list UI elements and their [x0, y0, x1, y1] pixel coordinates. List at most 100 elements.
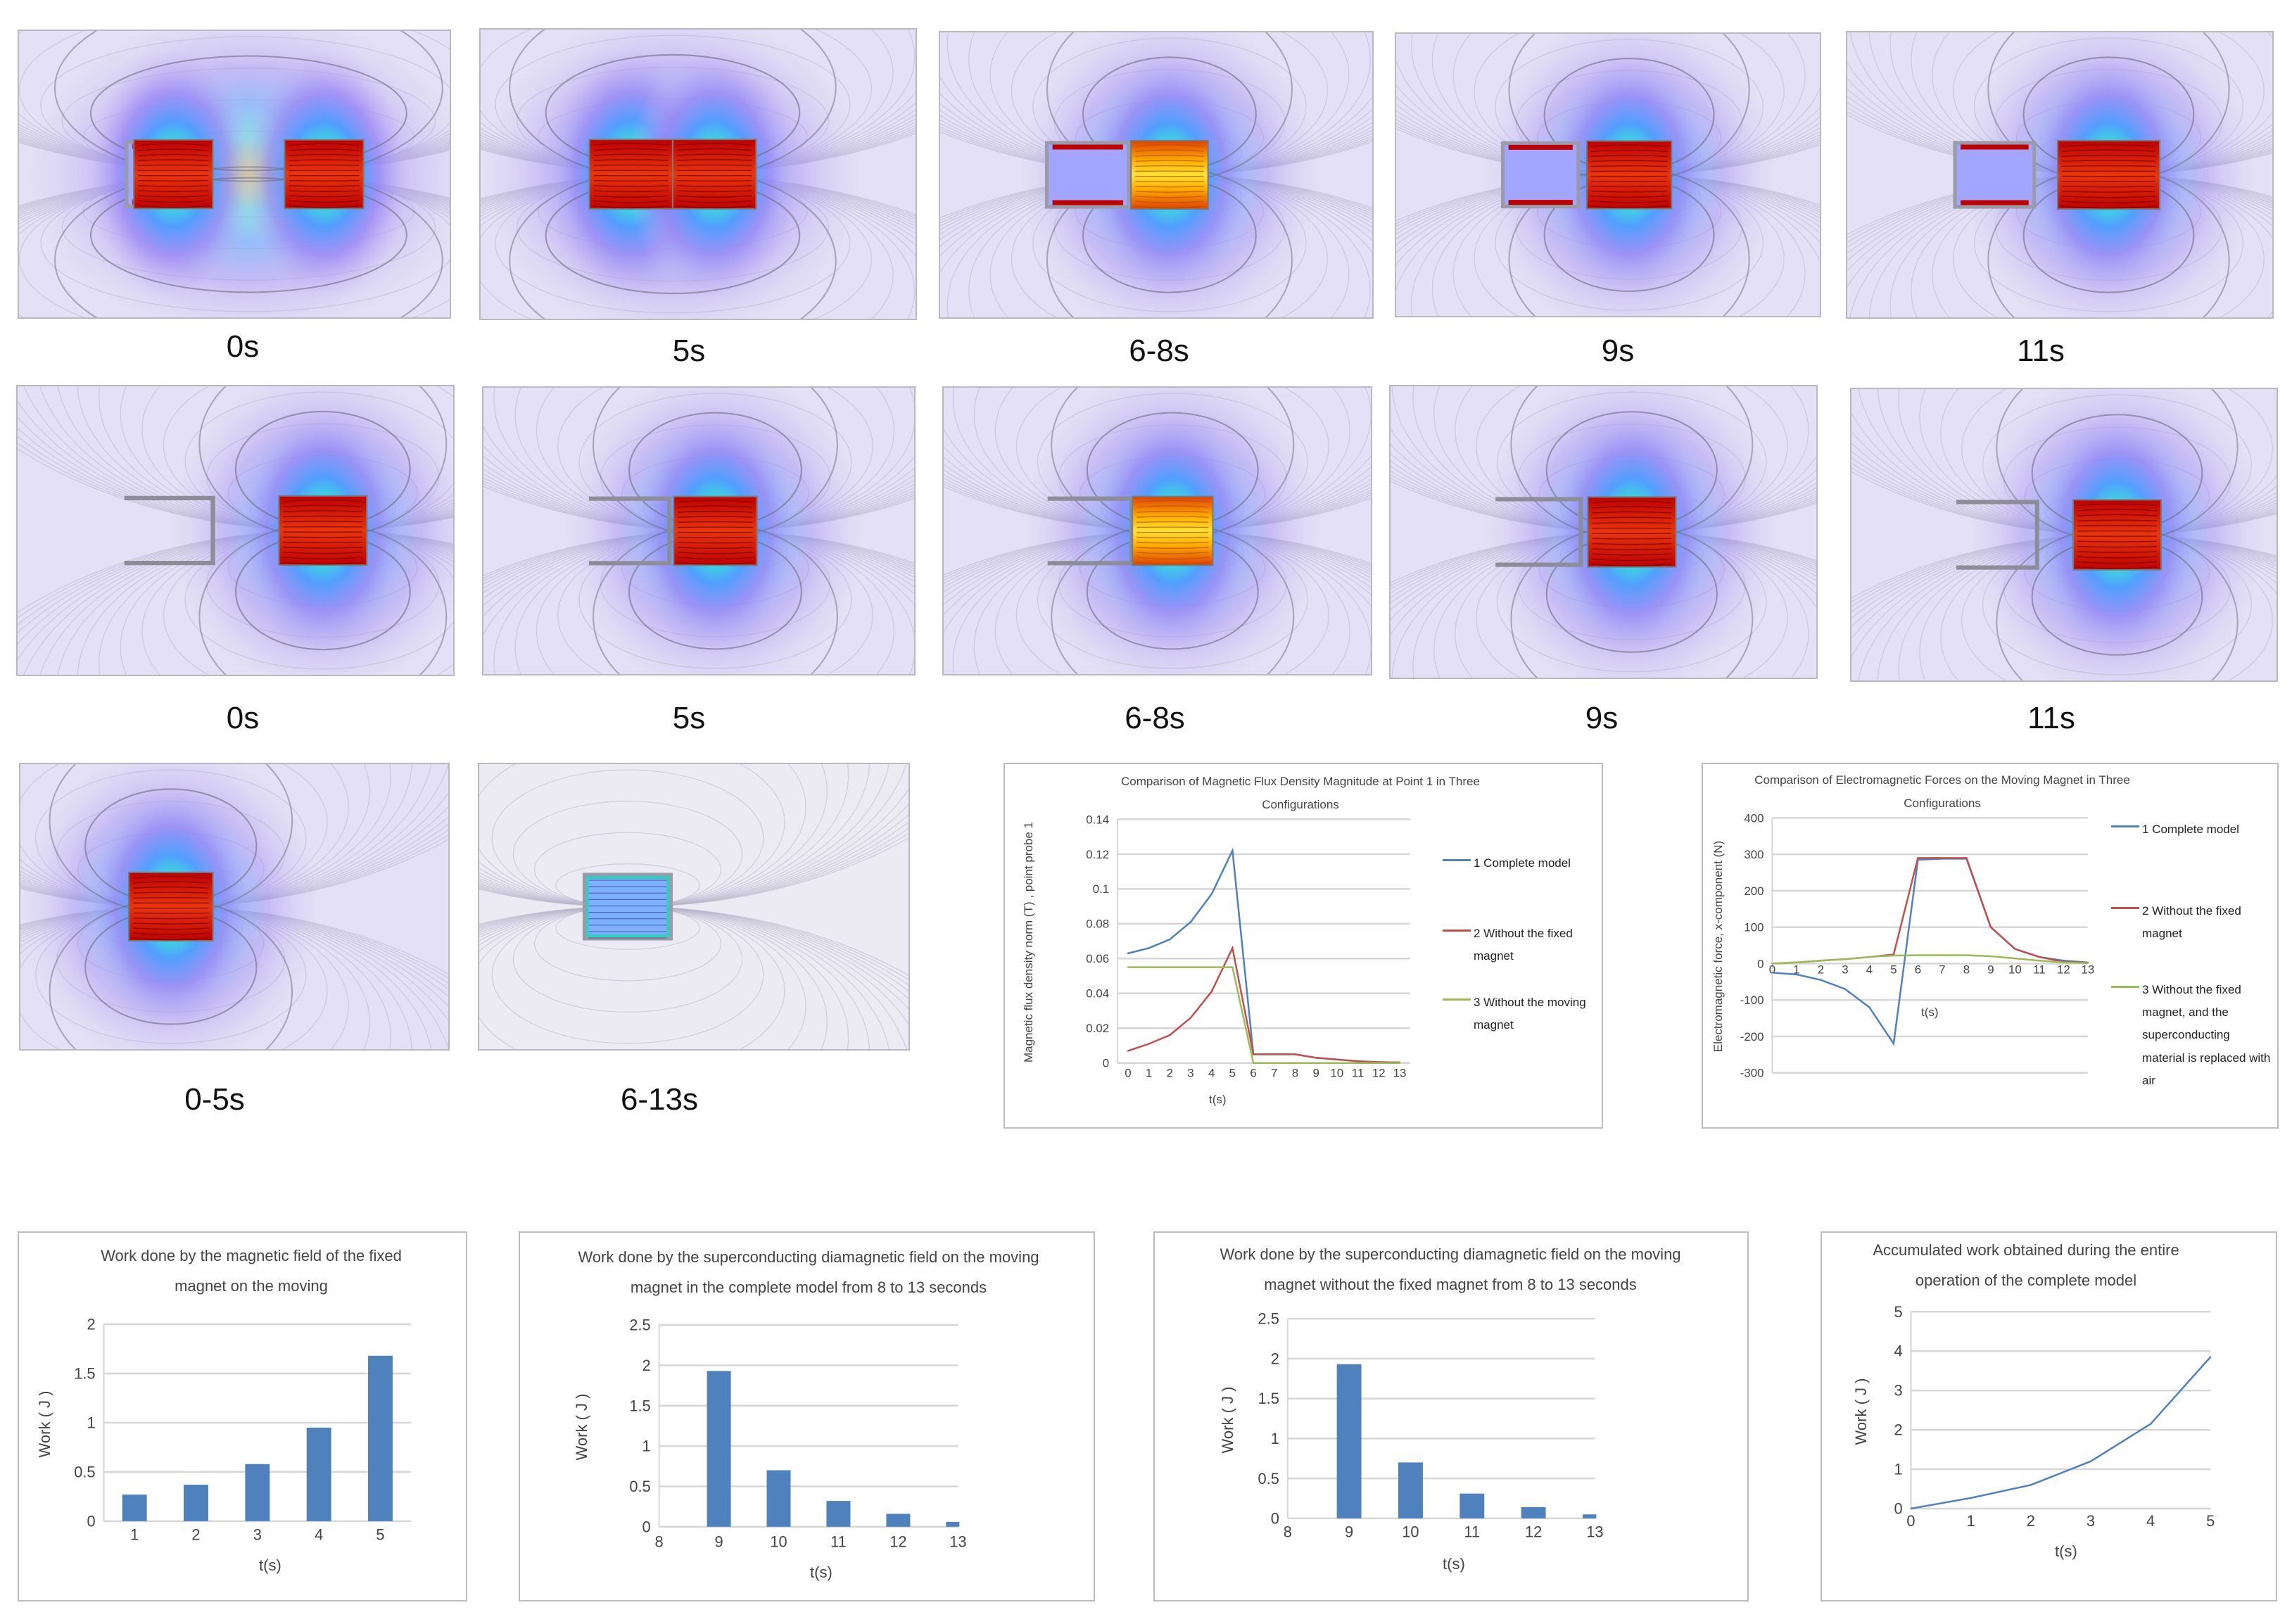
x-tick-label: 8 — [1284, 1523, 1292, 1541]
y-tick-label: 1.5 — [629, 1397, 650, 1414]
data-point — [1252, 1062, 1255, 1064]
y-tick-label: 0.04 — [1086, 987, 1109, 1001]
legend-label: 1 Complete model — [2142, 822, 2239, 836]
x-tick-label: 12 — [889, 1533, 906, 1551]
field-simulation-panel — [942, 386, 1372, 675]
y-tick-label: 2 — [642, 1357, 651, 1374]
data-point — [1965, 954, 1968, 956]
x-tick-label: 9 — [1312, 1067, 1319, 1080]
x-tick-label: 4 — [1866, 963, 1873, 977]
data-point — [1294, 1053, 1296, 1055]
x-tick-label: 2 — [1818, 963, 1824, 977]
chart-3: 0 0.5 1 1.5 2 2.5 8 9 10 11 12 13 Work done by the s… — [519, 1231, 1095, 1601]
y-tick-label: 2 — [87, 1316, 95, 1333]
x-tick-label: 10 — [2008, 963, 2022, 977]
data-point — [1210, 966, 1213, 968]
x-tick-label: 2 — [2027, 1512, 2035, 1530]
data-point — [1210, 893, 1213, 895]
bar — [886, 1514, 911, 1527]
x-axis-label: t(s) — [1443, 1555, 1465, 1573]
y-tick-label: 0 — [1894, 1500, 1902, 1518]
legend-swatch — [1443, 998, 1471, 1001]
chart-title: Comparison of Electromagnetic Forces on … — [1754, 773, 2130, 811]
x-axis-label: t(s) — [1209, 1093, 1227, 1106]
field-simulation-panel — [19, 763, 450, 1051]
data-point — [1868, 1006, 1870, 1008]
data-point — [1795, 973, 1798, 976]
x-tick-label: 3 — [1187, 1067, 1194, 1080]
chart-title: Work done by the superconducting diamagn… — [1220, 1245, 1681, 1293]
x-tick-label: 10 — [1330, 1067, 1343, 1080]
data-point — [2063, 961, 2065, 964]
y-tick-label: 1 — [642, 1438, 651, 1455]
x-tick-label: 3 — [1842, 963, 1848, 977]
data-point — [1232, 947, 1234, 949]
y-axis-label: Electromagnetic force, x-component (N) — [1711, 840, 1725, 1053]
panel-time-label: 11s — [2017, 334, 2065, 368]
data-point — [1941, 954, 1944, 956]
x-tick-label: 11 — [830, 1533, 847, 1551]
data-point — [1169, 966, 1171, 968]
x-tick-label: 13 — [1586, 1523, 1603, 1541]
y-tick-label: 2 — [1894, 1421, 1902, 1439]
y-tick-label: 2 — [1271, 1350, 1279, 1367]
chart-title: Work done by the superconducting diamagn… — [578, 1248, 1039, 1296]
x-axis-label: t(s) — [810, 1563, 832, 1581]
chart-title: Comparison of Magnetic Flux Density Magn… — [1121, 775, 1480, 812]
y-tick-label: 0.5 — [1258, 1470, 1279, 1487]
data-point — [1989, 926, 1992, 928]
x-tick-label: 11 — [2033, 963, 2046, 977]
x-tick-label: 3 — [253, 1526, 262, 1544]
y-tick-label: 0.14 — [1086, 813, 1109, 826]
y-tick-label: 0 — [1271, 1510, 1279, 1528]
y-tick-label: 0.5 — [629, 1478, 650, 1495]
chart-plot: 0 1 2 3 4 5 0 1 2 3 4 5 — [1894, 1303, 2215, 1530]
data-point — [2087, 962, 2089, 965]
x-tick-label: 0 — [1769, 963, 1775, 977]
x-tick-label: 8 — [1292, 1067, 1298, 1080]
x-tick-label: 4 — [315, 1526, 323, 1544]
x-tick-label: 6 — [1250, 1067, 1256, 1080]
field-simulation-panel — [16, 385, 455, 676]
field-simulation-panel — [939, 31, 1374, 319]
data-point — [2210, 1356, 2212, 1358]
x-tick-label: 8 — [1963, 963, 1970, 977]
y-axis-label: Work ( J ) — [1852, 1378, 1870, 1445]
y-tick-label: 1.5 — [74, 1365, 95, 1383]
legend-label: 1 Complete model — [1474, 856, 1571, 870]
x-tick-label: 1 — [130, 1526, 139, 1544]
data-point — [1398, 1062, 1401, 1064]
chart-title: Work done by the magnetic field of the f… — [101, 1247, 402, 1295]
data-point — [1189, 921, 1192, 923]
data-point — [1357, 1060, 1359, 1062]
x-tick-label: 9 — [1987, 963, 1994, 977]
x-tick-label: 10 — [1402, 1523, 1419, 1541]
panel-time-label: 6-13s — [620, 1082, 699, 1117]
field-simulation-panel — [1389, 385, 1818, 679]
data-point — [1917, 954, 1919, 956]
data-point — [1127, 966, 1129, 968]
y-tick-label: -200 — [1740, 1030, 1764, 1043]
y-tick-label: -100 — [1740, 994, 1764, 1007]
y-tick-label: 200 — [1744, 884, 1764, 898]
bar — [707, 1371, 731, 1527]
legend-item: 1 Complete model — [2111, 818, 2273, 841]
data-point — [1148, 947, 1150, 949]
bar — [1398, 1462, 1423, 1518]
x-axis-label: t(s) — [1921, 1006, 1939, 1019]
data-point — [1169, 938, 1171, 941]
y-tick-label: 0 — [1103, 1057, 1109, 1070]
x-tick-label: 5 — [1229, 1067, 1236, 1080]
y-tick-label: 300 — [1744, 848, 1764, 861]
x-tick-label: 4 — [1208, 1067, 1215, 1080]
bar — [245, 1464, 270, 1521]
x-tick-label: 1 — [1967, 1512, 1975, 1530]
y-tick-label: 0 — [87, 1513, 95, 1530]
data-point — [1232, 966, 1234, 968]
chart-plot: 00.020.040.060.080.10.120.140 1 2 3 4 5 6 7 8 9 10… — [1086, 813, 1410, 1080]
x-tick-label: 2 — [191, 1526, 200, 1544]
panel-time-label: 5s — [672, 334, 706, 368]
panel-time-label: 9s — [1601, 334, 1635, 368]
legend-swatch — [1443, 858, 1471, 861]
